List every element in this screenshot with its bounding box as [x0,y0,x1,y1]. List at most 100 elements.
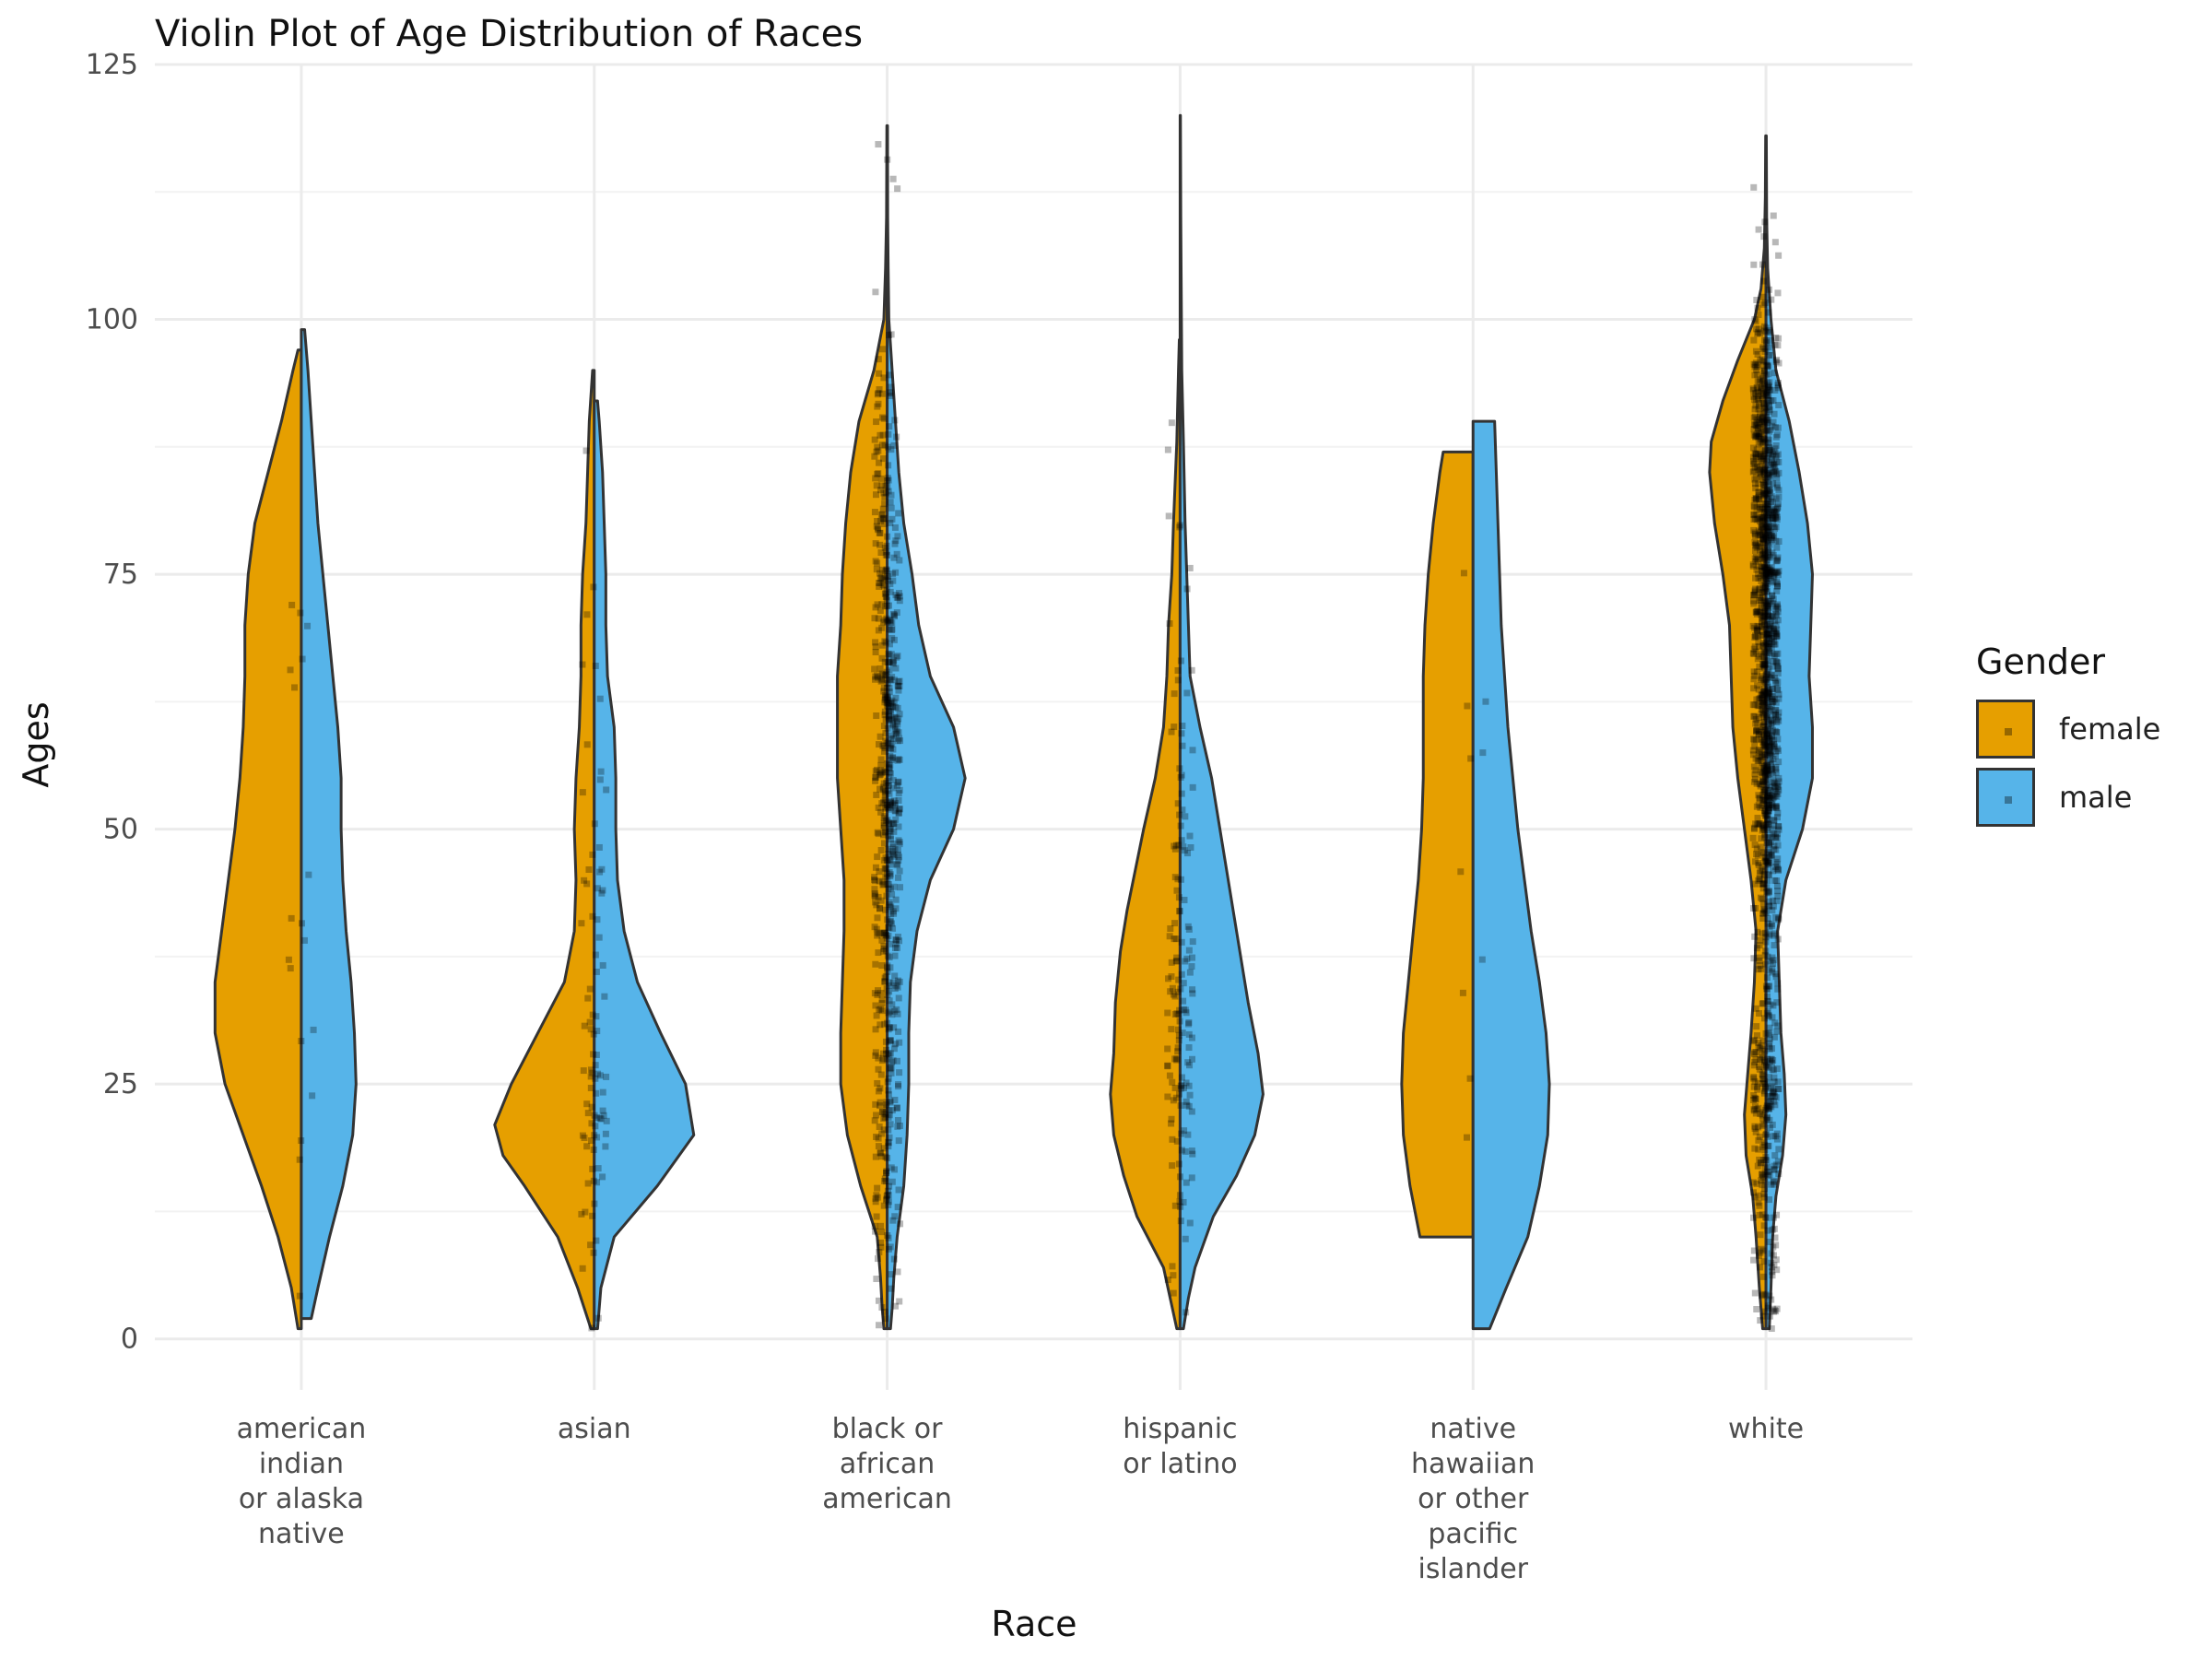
jitter-point [1766,757,1773,764]
jitter-point [882,972,889,980]
jitter-point [1177,1085,1184,1092]
jitter-point [1752,431,1759,439]
jitter-point [1752,402,1759,409]
jitter-point [1762,337,1770,345]
jitter-point [878,601,886,608]
jitter-point [1769,1014,1776,1021]
jitter-point [1178,1074,1185,1081]
jitter-point [1757,357,1764,364]
jitter-point [1766,1031,1773,1039]
jitter-point [1761,466,1769,474]
jitter-point [1759,413,1767,420]
jitter-point [1761,908,1769,915]
jitter-point [1754,556,1761,563]
jitter-point [1759,688,1767,696]
jitter-point [1179,1030,1186,1037]
jitter-point [894,1116,901,1124]
jitter-point [588,1136,595,1144]
jitter-point [1772,537,1780,545]
jitter-point [1761,218,1769,226]
jitter-point [1762,743,1770,750]
jitter-point [1774,617,1782,624]
jitter-point [1769,1059,1776,1066]
jitter-point [1188,963,1195,971]
jitter-point [895,823,902,830]
jitter-point [1762,806,1770,813]
jitter-point [1765,569,1772,576]
jitter-point [1760,1258,1768,1265]
jitter-point [1753,727,1760,735]
jitter-point [1773,685,1781,692]
jitter-point [895,857,902,865]
jitter-point [1765,408,1772,416]
jitter-point [886,806,893,813]
jitter-point [1766,624,1773,631]
jitter-point [1765,286,1772,293]
jitter-point [1775,747,1783,754]
jitter-point [1769,1065,1776,1073]
jitter-point [880,943,888,950]
jitter-point [1767,622,1774,629]
jitter-point [875,526,882,534]
jitter-point [1755,312,1762,319]
jitter-point [872,899,879,906]
jitter-point [1775,1171,1783,1178]
jitter-point [1768,732,1775,739]
jitter-point [1765,804,1772,811]
jitter-point [1758,524,1765,531]
jitter-point [1771,782,1778,790]
jitter-point [1759,642,1767,650]
jitter-point [890,910,898,917]
jitter-point [1175,1031,1182,1039]
jitter-point [1761,348,1769,356]
jitter-point [876,1006,883,1014]
jitter-point [1769,455,1776,463]
jitter-point [1753,1180,1760,1187]
jitter-point [1757,330,1764,337]
jitter-point [1752,540,1759,547]
jitter-point [1762,641,1770,648]
jitter-point [1177,985,1184,993]
jitter-point [1750,650,1758,657]
jitter-point [1773,580,1781,587]
jitter-point [886,997,893,1005]
jitter-point [1758,1042,1765,1050]
jitter-point [585,865,593,873]
jitter-point [1774,289,1782,297]
jitter-point [1760,657,1768,665]
jitter-point [888,903,895,911]
jitter-point [1771,752,1779,759]
jitter-point [1754,556,1761,563]
jitter-point [1758,601,1765,608]
jitter-point [1770,480,1777,488]
jitter-point [1754,371,1761,378]
jitter-point [1772,335,1780,342]
jitter-point [1753,696,1760,703]
jitter-point [1761,621,1769,629]
jitter-point [1770,740,1777,747]
jitter-point [892,730,900,737]
jitter-point [892,1302,900,1310]
jitter-point [886,899,893,906]
jitter-point [895,853,902,861]
jitter-point [882,906,889,913]
jitter-point [1765,744,1772,751]
jitter-point [1766,1036,1773,1043]
jitter-point [891,799,899,806]
jitter-point [873,1192,880,1199]
jitter-point [1757,1159,1764,1167]
jitter-point [1758,675,1765,682]
jitter-point [881,441,888,449]
jitter-point [1764,379,1771,386]
jitter-point [1761,952,1769,959]
jitter-point [1772,747,1780,755]
jitter-point [1757,453,1764,460]
jitter-point [1759,536,1767,544]
jitter-point [885,924,892,931]
jitter-point [1764,689,1771,697]
jitter-point [880,684,888,691]
jitter-point [595,843,603,851]
jitter-point [1760,871,1768,878]
jitter-point [1755,730,1762,737]
jitter-point [1775,402,1783,409]
